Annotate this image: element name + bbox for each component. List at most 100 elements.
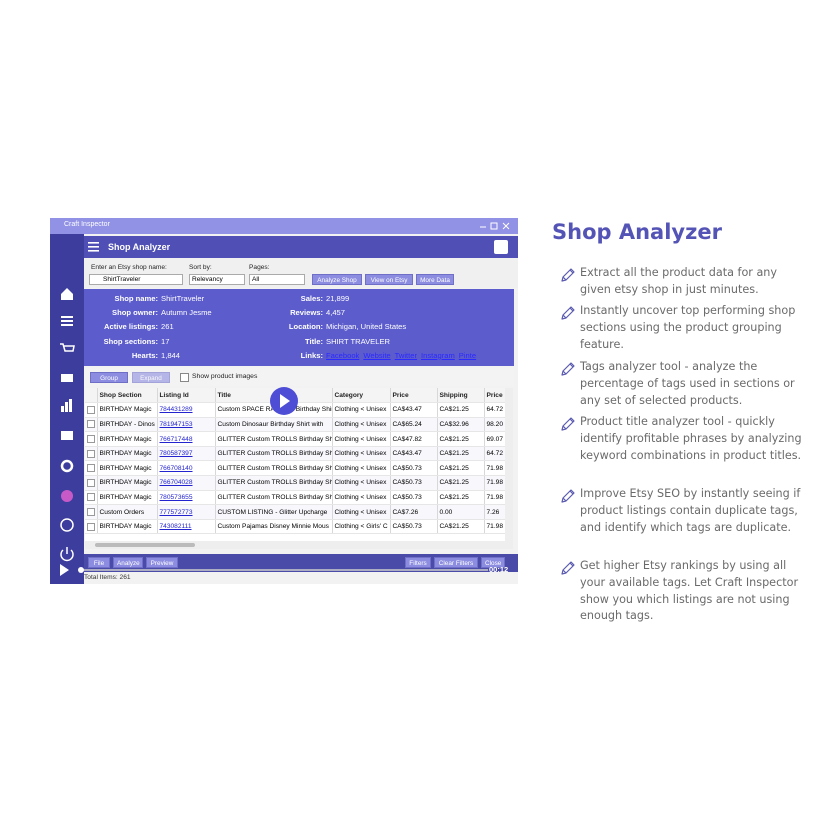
select[interactable]: Relevancy bbox=[189, 274, 245, 285]
cell: Custom Orders bbox=[97, 504, 158, 520]
checkbox[interactable] bbox=[87, 420, 95, 429]
cell: CA$50.73 bbox=[390, 490, 438, 506]
cell: CA$50.73 bbox=[390, 460, 438, 477]
link[interactable]: Instagram bbox=[421, 350, 455, 360]
label: Pages: bbox=[249, 264, 270, 271]
button[interactable]: Preview bbox=[146, 557, 178, 568]
link[interactable]: Twitter bbox=[394, 350, 418, 360]
info-value: 261 bbox=[161, 322, 174, 332]
cell: CA$65.24 bbox=[390, 417, 438, 433]
cell: Clothing < Unisex bbox=[332, 446, 391, 462]
button[interactable]: Group bbox=[90, 372, 128, 383]
link[interactable]: Pinte bbox=[458, 350, 477, 360]
cell: Clothing < Unisex bbox=[332, 490, 391, 506]
cell: Custom Dinosaur Birthday Shirt with bbox=[215, 417, 333, 433]
table-row[interactable]: BIRTHDAY - Dinos 781947153 Custom Dinosaur… bbox=[85, 417, 505, 433]
cell: CA$21.25 bbox=[437, 519, 485, 535]
button[interactable]: File bbox=[88, 557, 110, 568]
button[interactable]: Analyze Shop bbox=[312, 274, 362, 285]
cell: CA$32.96 bbox=[437, 417, 485, 433]
cell: BIRTHDAY Magic bbox=[97, 475, 158, 491]
listing-link[interactable]: 766708140 bbox=[157, 460, 216, 477]
table-row[interactable]: BIRTHDAY Magic 766708140 GLITTER Custom TR… bbox=[85, 460, 505, 477]
listing-link[interactable]: 784431289 bbox=[157, 402, 216, 418]
column-header[interactable]: Category bbox=[332, 388, 391, 404]
video-player[interactable]: Craft Inspector Shop Analyzer Enter an Ets… bbox=[50, 218, 518, 584]
table-row[interactable]: BIRTHDAY Magic 743082111 Custom Pajamas Di… bbox=[85, 519, 505, 535]
button[interactable]: View on Etsy bbox=[365, 274, 413, 285]
cell: GLITTER Custom TROLLS Birthday Shi bbox=[215, 431, 333, 447]
overlay-graphics bbox=[60, 222, 510, 576]
info-label: Shop sections: bbox=[103, 336, 158, 346]
button[interactable]: Close bbox=[481, 557, 505, 568]
checkbox-label: Show product images bbox=[192, 373, 258, 380]
table-row[interactable]: BIRTHDAY Magic 780573655 GLITTER Custom TR… bbox=[85, 490, 505, 506]
row-checkbox bbox=[85, 431, 98, 447]
info-label: Active listings: bbox=[103, 322, 158, 332]
listing-link[interactable]: 780573655 bbox=[157, 490, 216, 506]
title-bar bbox=[50, 218, 518, 234]
listing-link[interactable]: 781947153 bbox=[157, 417, 216, 433]
status-text: Total Items: 261 bbox=[84, 574, 131, 581]
header-row: Shop Section Listing Id Title Category Price… bbox=[85, 388, 505, 404]
checkbox[interactable] bbox=[180, 373, 189, 382]
cell: CA$21.25 bbox=[437, 402, 485, 418]
info-value: Michigan, United States bbox=[326, 322, 407, 332]
listing-link[interactable]: 777572773 bbox=[157, 504, 216, 520]
listing-link[interactable]: 780587397 bbox=[157, 446, 216, 462]
checkbox[interactable] bbox=[87, 405, 95, 414]
link[interactable]: Website bbox=[363, 350, 391, 360]
link[interactable]: Facebook bbox=[326, 350, 360, 360]
checkbox[interactable] bbox=[87, 478, 95, 487]
cell: CA$21.25 bbox=[437, 446, 485, 462]
cell: CA$21.25 bbox=[437, 431, 485, 447]
button[interactable]: Expand bbox=[132, 372, 170, 383]
select-all[interactable] bbox=[85, 388, 98, 404]
cell: BIRTHDAY Magic bbox=[97, 446, 158, 462]
table-row[interactable]: BIRTHDAY Magic 780587397 GLITTER Custom TR… bbox=[85, 446, 505, 462]
table-row[interactable]: Custom Orders 777572773 CUSTOM LISTING - G… bbox=[85, 504, 505, 520]
cell: 64.72 bbox=[484, 402, 505, 418]
feature-text: Extract all the product data for any giv… bbox=[580, 266, 778, 296]
column-header[interactable]: Shop Section bbox=[97, 388, 158, 404]
checkbox[interactable] bbox=[87, 449, 95, 458]
checkbox[interactable] bbox=[87, 464, 95, 473]
table-row[interactable]: BIRTHDAY Magic 766704028 GLITTER Custom TR… bbox=[85, 475, 505, 491]
row-checkbox bbox=[85, 402, 98, 418]
checkbox[interactable] bbox=[87, 493, 95, 502]
label: Sort by: bbox=[189, 264, 212, 271]
column-header[interactable]: Price bbox=[484, 388, 505, 404]
cell: CA$43.47 bbox=[390, 446, 438, 462]
header-bar bbox=[84, 236, 518, 258]
cell: Custom Pajamas Disney Minnie Mous bbox=[215, 519, 333, 535]
column-header[interactable]: Shipping bbox=[437, 388, 485, 404]
info-value: ShirtTraveler bbox=[161, 294, 205, 303]
button[interactable]: Filters bbox=[405, 557, 431, 568]
row-checkbox bbox=[85, 460, 98, 477]
row-checkbox bbox=[85, 519, 98, 535]
cell: BIRTHDAY Magic bbox=[97, 431, 158, 447]
section-title: Shop Analyzer bbox=[552, 220, 722, 244]
button[interactable]: Clear Filters bbox=[434, 557, 478, 568]
button[interactable]: Analyze bbox=[113, 557, 143, 568]
checkbox[interactable] bbox=[87, 508, 95, 517]
column-header[interactable]: Listing Id bbox=[157, 388, 216, 404]
cell: Clothing < Unisex bbox=[332, 431, 391, 447]
pencil-icon bbox=[561, 489, 575, 503]
cell: CA$43.47 bbox=[390, 402, 438, 418]
table-row[interactable]: BIRTHDAY Magic 766717448 GLITTER Custom TR… bbox=[85, 431, 505, 447]
feature-text: Get higher Etsy rankings by using all yo… bbox=[580, 559, 799, 623]
listing-link[interactable]: 766704028 bbox=[157, 475, 216, 491]
button[interactable]: More Data bbox=[416, 274, 454, 285]
cell: 71.98 bbox=[484, 475, 505, 491]
column-header[interactable]: Price bbox=[390, 388, 438, 404]
listing-link[interactable]: 743082111 bbox=[157, 519, 216, 535]
checkbox[interactable] bbox=[87, 435, 95, 444]
input[interactable]: ShirtTraveler bbox=[89, 274, 183, 285]
listing-link[interactable]: 766717448 bbox=[157, 431, 216, 447]
checkbox[interactable] bbox=[87, 522, 95, 531]
links: Facebook Website Twitter Instagram Pinte bbox=[326, 351, 510, 360]
info-label: Links: bbox=[300, 350, 323, 360]
select[interactable]: All bbox=[249, 274, 305, 285]
